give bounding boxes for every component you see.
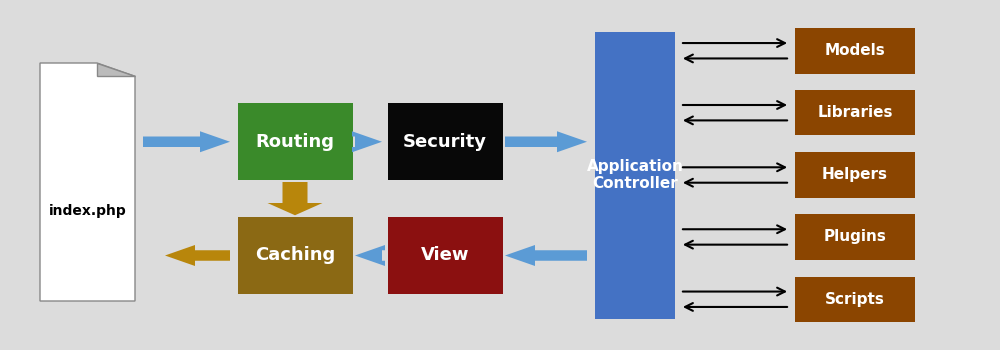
FancyBboxPatch shape	[238, 103, 352, 180]
Text: View: View	[421, 246, 469, 265]
FancyArrow shape	[355, 245, 385, 266]
Text: Scripts: Scripts	[825, 292, 885, 307]
Polygon shape	[97, 63, 135, 76]
Polygon shape	[40, 63, 135, 301]
Text: Security: Security	[403, 133, 487, 151]
FancyBboxPatch shape	[238, 217, 352, 294]
Text: Plugins: Plugins	[824, 230, 886, 244]
FancyBboxPatch shape	[795, 214, 915, 260]
FancyArrow shape	[505, 245, 587, 266]
FancyArrow shape	[505, 131, 587, 152]
Text: Routing: Routing	[256, 133, 334, 151]
FancyBboxPatch shape	[795, 28, 915, 74]
FancyArrow shape	[352, 131, 382, 152]
Text: Caching: Caching	[255, 246, 335, 265]
FancyBboxPatch shape	[388, 103, 503, 180]
FancyArrow shape	[165, 245, 230, 266]
FancyBboxPatch shape	[595, 32, 675, 318]
FancyBboxPatch shape	[795, 152, 915, 198]
Text: Helpers: Helpers	[822, 168, 888, 182]
Text: Application
Controller: Application Controller	[587, 159, 683, 191]
Text: Models: Models	[825, 43, 885, 58]
FancyBboxPatch shape	[795, 276, 915, 322]
FancyBboxPatch shape	[388, 217, 503, 294]
FancyArrow shape	[143, 131, 230, 152]
Text: index.php: index.php	[49, 204, 126, 218]
FancyBboxPatch shape	[795, 90, 915, 135]
FancyArrow shape	[267, 182, 322, 215]
Text: Libraries: Libraries	[817, 105, 893, 120]
